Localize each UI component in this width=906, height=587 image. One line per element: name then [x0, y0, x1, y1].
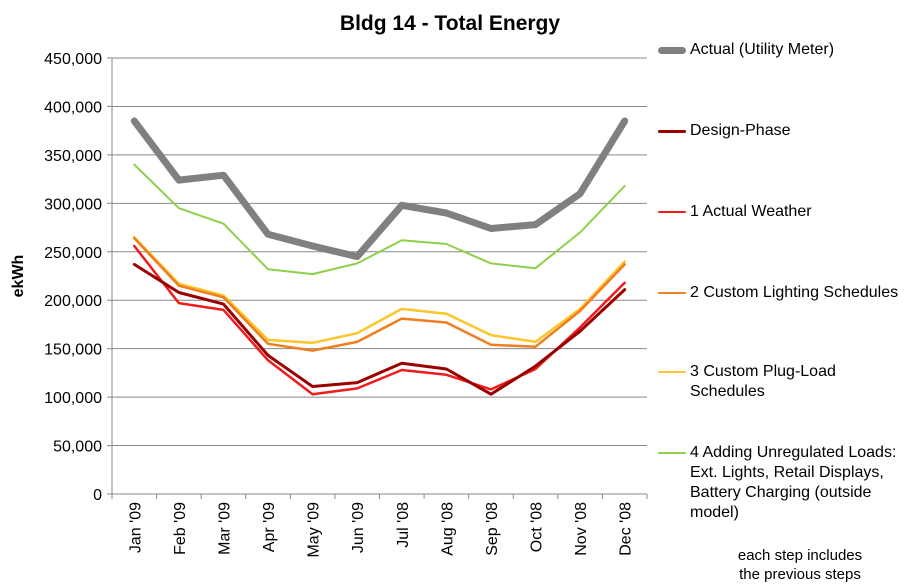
x-tick-label: Jun '09 [350, 502, 367, 553]
series-line-6 [133, 163, 626, 276]
x-tick-label: Jan '09 [127, 502, 144, 553]
chart-title: Bldg 14 - Total Energy [339, 12, 561, 35]
legend-swatch [658, 291, 686, 295]
legend-item-5: 3 Custom Plug-Load Schedules [655, 362, 906, 402]
y-tick-label: 250,000 [44, 245, 102, 262]
legend-label: 2 Custom Lighting Schedules [690, 284, 899, 301]
x-tick-label: Dec '08 [618, 502, 635, 556]
legend-item-3: 1 Actual Weather [655, 202, 906, 222]
series-line-4 [133, 236, 626, 352]
y-tick-label: 450,000 [44, 51, 102, 68]
footnote-line-2: the previous steps [739, 566, 861, 583]
x-tick-label: Apr '09 [261, 502, 278, 552]
y-tick-label: 200,000 [44, 293, 102, 310]
chart-legend: Actual (Utility Meter) Design-Phase 1 Actu… [655, 0, 906, 587]
y-tick-label: 350,000 [44, 148, 102, 165]
x-tick-label: May '09 [306, 502, 323, 558]
legend-swatch [658, 370, 686, 374]
y-tick-label: 0 [93, 487, 102, 504]
legend-item-6: 4 Adding Unregulated Loads: Ext. Lights,… [655, 443, 906, 523]
tick-labels: 0 50,000 100,000 150,000 200,000 250,000 300,0… [10, 51, 635, 558]
y-tick-label: 400,000 [44, 99, 102, 116]
legend-label: 3 Custom Plug-Load Schedules [690, 363, 836, 400]
legend-item-4: 2 Custom Lighting Schedules [655, 283, 906, 323]
x-tick-label: Mar '09 [216, 502, 233, 555]
series-line-2 [132, 262, 627, 396]
x-tick-label: Nov '08 [573, 502, 590, 556]
legend-swatch [658, 452, 686, 454]
legend-label: Actual (Utility Meter) [690, 41, 835, 58]
legend-swatch [658, 210, 686, 214]
line-chart: 0 50,000 100,000 150,000 200,000 250,000 300,0… [10, 51, 648, 558]
legend-item-2: Design-Phase [655, 121, 906, 141]
x-tick-label: Oct '08 [529, 502, 546, 552]
series-line-1 [130, 117, 629, 261]
legend-swatch [658, 129, 686, 133]
y-tick-label: 100,000 [44, 390, 102, 407]
legend-swatch [658, 46, 686, 54]
legend-label: 4 Adding Unregulated Loads: Ext. Lights,… [690, 444, 897, 521]
legend-label: Design-Phase [690, 122, 791, 139]
chart-footnote: each step includes the previous steps [700, 546, 900, 584]
footnote-line-1: each step includes [737, 547, 863, 564]
legend-label: 1 Actual Weather [690, 203, 812, 220]
y-tick-label: 50,000 [53, 439, 102, 456]
series-lines [130, 117, 629, 396]
y-axis-title: ekWh [10, 255, 27, 298]
series-line-5 [133, 235, 626, 345]
x-tick-label: Feb '09 [172, 502, 189, 555]
legend-item-1: Actual (Utility Meter) [655, 40, 906, 60]
y-tick-label: 300,000 [44, 196, 102, 213]
x-tick-label: Sep '08 [484, 502, 501, 556]
x-tick-label: Jul '08 [395, 502, 412, 548]
x-tick-label: Aug '08 [439, 502, 456, 556]
axes [107, 57, 648, 499]
y-tick-label: 150,000 [44, 342, 102, 359]
